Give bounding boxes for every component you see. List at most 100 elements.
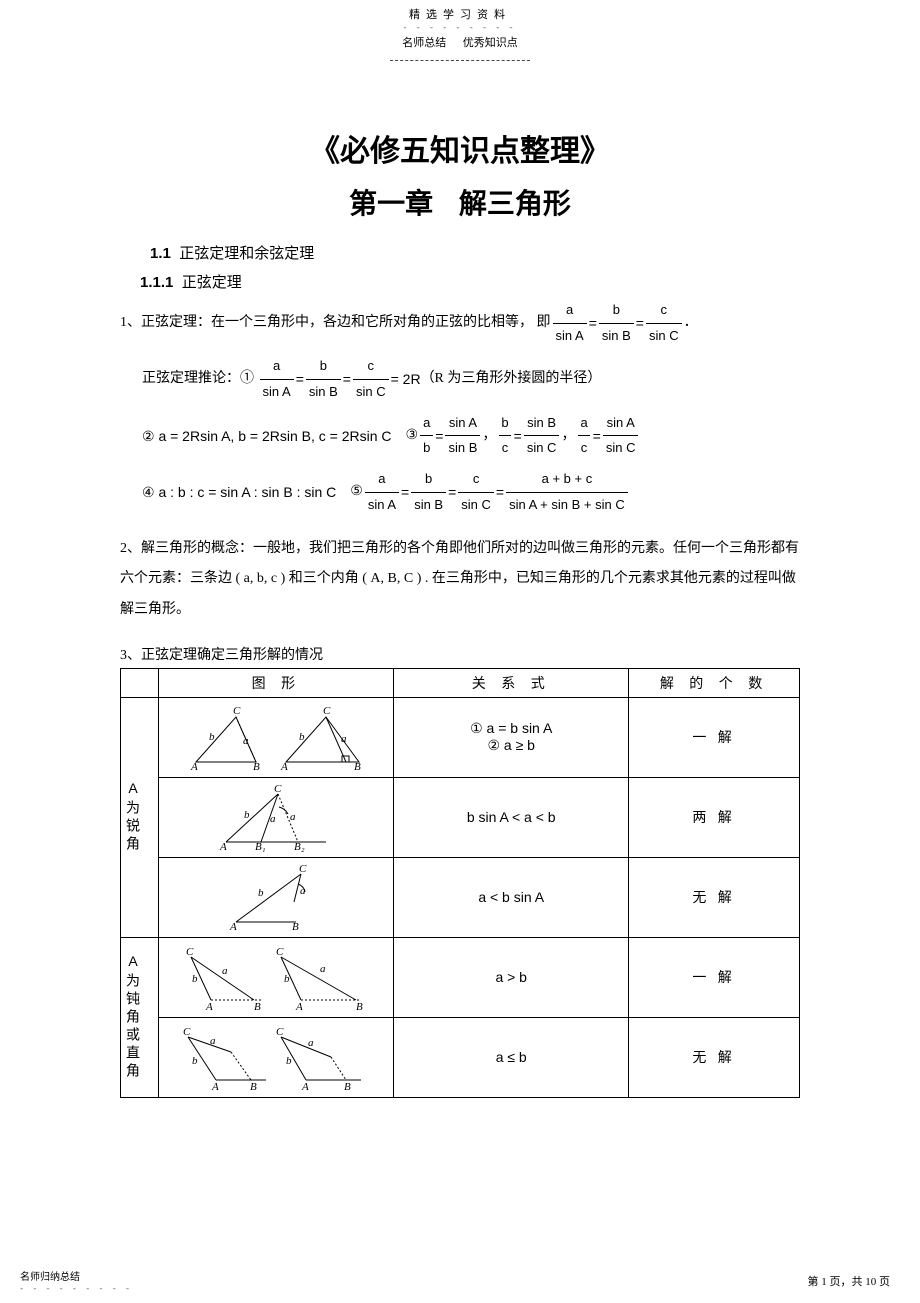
svg-text:a: a — [243, 735, 249, 747]
fig-cell-2: C A B₁ B₂ b a a — [159, 777, 394, 857]
svg-text:a: a — [270, 813, 276, 825]
svg-text:C: C — [299, 863, 307, 875]
main-title: 《必修五知识点整理》 — [0, 126, 920, 170]
svg-text:B: B — [253, 761, 260, 772]
svg-text:B: B — [356, 1001, 363, 1012]
ans-2: 两 解 — [629, 777, 800, 857]
svg-text:B₂: B₂ — [294, 841, 305, 852]
section-1-1: 1.1 正弦定理和余弦定理 — [150, 242, 770, 263]
footer-dots: - - - - - - - - - — [20, 1283, 133, 1293]
svg-text:b: b — [192, 1055, 198, 1067]
fig-cell-3: C A B b a — [159, 857, 394, 937]
svg-text:a: a — [210, 1035, 216, 1047]
svg-text:B: B — [250, 1081, 257, 1092]
svg-text:A: A — [211, 1081, 219, 1092]
header-dash — [0, 48, 920, 66]
th-count: 解 的 个 数 — [629, 668, 800, 697]
svg-text:B: B — [344, 1081, 351, 1092]
chapter-title: 第一章 解三角形 — [0, 182, 920, 222]
th-figure: 图 形 — [159, 668, 394, 697]
table-row: C C A A B B b b a a a ≤ b 无 解 — [121, 1017, 800, 1097]
svg-text:B: B — [292, 921, 299, 932]
rel-5: a ≤ b — [394, 1017, 629, 1097]
th-relation: 关 系 式 — [394, 668, 629, 697]
subsec-num: 1.1.1 — [140, 274, 173, 291]
svg-text:C: C — [186, 946, 194, 958]
table-row: A为锐角 CC AA BB bb aa — [121, 697, 800, 777]
svg-text:B: B — [354, 761, 361, 772]
ans-4: 一 解 — [629, 937, 800, 1017]
para-2: 2、解三角形的概念：一般地，我们把三角形的各个角即他们所对的边叫做三角形的元素。… — [120, 534, 800, 626]
svg-text:b: b — [209, 731, 215, 743]
svg-text:C: C — [276, 946, 284, 958]
section-1-1-1: 1.1.1 正弦定理 — [140, 271, 780, 292]
svg-text:a: a — [308, 1037, 314, 1049]
svg-text:A: A — [301, 1081, 309, 1092]
svg-text:A: A — [295, 1001, 303, 1012]
svg-text:a: a — [320, 963, 326, 975]
svg-text:a: a — [222, 965, 228, 977]
rel-1: ① a = b sin A ② a ≥ b — [394, 697, 629, 777]
svg-text:b: b — [299, 731, 305, 743]
ans-1: 一 解 — [629, 697, 800, 777]
svg-text:A: A — [219, 841, 227, 852]
item-3-prefix: ③ — [406, 423, 419, 450]
footer-left-text: 名师归纳总结 — [20, 1268, 133, 1283]
rel-1b: ② a ≥ b — [396, 737, 626, 754]
ans-5: 无 解 — [629, 1017, 800, 1097]
table-header-row: 图 形 关 系 式 解 的 个 数 — [121, 668, 800, 697]
svg-text:B₁: B₁ — [255, 841, 266, 852]
svg-text:C: C — [276, 1026, 284, 1038]
rel-2: b sin A < a < b — [394, 777, 629, 857]
ans-3: 无 解 — [629, 857, 800, 937]
item-5-prefix: ⑤ — [350, 479, 363, 506]
solutions-table: 图 形 关 系 式 解 的 个 数 A为锐角 C C A A B B — [120, 668, 800, 1098]
svg-text:A: A — [280, 761, 288, 772]
fig-cell-1: C C A A B B b b a a — [159, 697, 394, 777]
theorem-tail: ． — [684, 310, 698, 337]
group-acute: A为锐角 — [121, 697, 159, 937]
footer-right: 第 1 页，共 10 页 — [808, 1273, 891, 1289]
table-row: A为钝角或直角 CC AA BB bb aa — [121, 937, 800, 1017]
theorem-prefix: 1、正弦定理：在一个三角形中，各边和它所对角的正弦的比相等， 即 — [120, 310, 551, 337]
table-row: C A B₁ B₂ b a a b sin A < a < b 两 解 — [121, 777, 800, 857]
svg-text:C: C — [183, 1026, 191, 1038]
svg-text:C: C — [274, 783, 282, 795]
svg-text:a: a — [341, 733, 347, 745]
svg-text:b: b — [244, 809, 250, 821]
svg-text:a: a — [290, 811, 296, 823]
group1-label: A为锐角 — [123, 780, 143, 854]
svg-text:b: b — [192, 973, 198, 985]
corollary-tail: （R 为三角形外接圆的半径） — [421, 366, 602, 393]
subsec-title: 正弦定理 — [182, 274, 242, 291]
footer-left: 名师归纳总结 - - - - - - - - - — [20, 1268, 133, 1293]
dots1: - - - - - - - - - — [0, 22, 920, 32]
item-4: ④ a : b : c = sin A : sin B : sin C — [142, 479, 336, 506]
svg-text:b: b — [258, 887, 264, 899]
table-row: C A B b a a < b sin A 无 解 — [121, 857, 800, 937]
group-obtuse: A为钝角或直角 — [121, 937, 159, 1097]
th-blank — [121, 668, 159, 697]
sec-title: 正弦定理和余弦定理 — [179, 245, 314, 262]
svg-text:A: A — [229, 921, 237, 932]
rel-4: a > b — [394, 937, 629, 1017]
svg-text:A: A — [205, 1001, 213, 1012]
item-2: ② a = 2Rsin A, b = 2Rsin B, c = 2Rsin C — [142, 423, 392, 450]
svg-text:b: b — [284, 973, 290, 985]
theorem-1: 1、正弦定理：在一个三角形中，各边和它所对角的正弦的比相等， 即 asin A … — [120, 298, 800, 518]
doc-header-line1: 精选学习资料 — [0, 0, 920, 22]
sec-num: 1.1 — [150, 245, 171, 262]
rel-3: a < b sin A — [394, 857, 629, 937]
rel-1a: ① a = b sin A — [396, 720, 626, 737]
svg-text:a: a — [300, 885, 306, 897]
svg-text:C: C — [323, 705, 331, 717]
corollary-prefix: 正弦定理推论：① — [142, 366, 254, 393]
fig-cell-4: C C A A B B b b a a — [159, 937, 394, 1017]
svg-text:b: b — [286, 1055, 292, 1067]
svg-text:C: C — [233, 705, 241, 717]
fig-cell-5: C C A A B B b b a a — [159, 1017, 394, 1097]
svg-text:B: B — [254, 1001, 261, 1012]
table-caption: 3、正弦定理确定三角形解的情况 — [120, 644, 800, 664]
svg-text:A: A — [190, 761, 198, 772]
group2-label: A为钝角或直角 — [123, 953, 143, 1081]
